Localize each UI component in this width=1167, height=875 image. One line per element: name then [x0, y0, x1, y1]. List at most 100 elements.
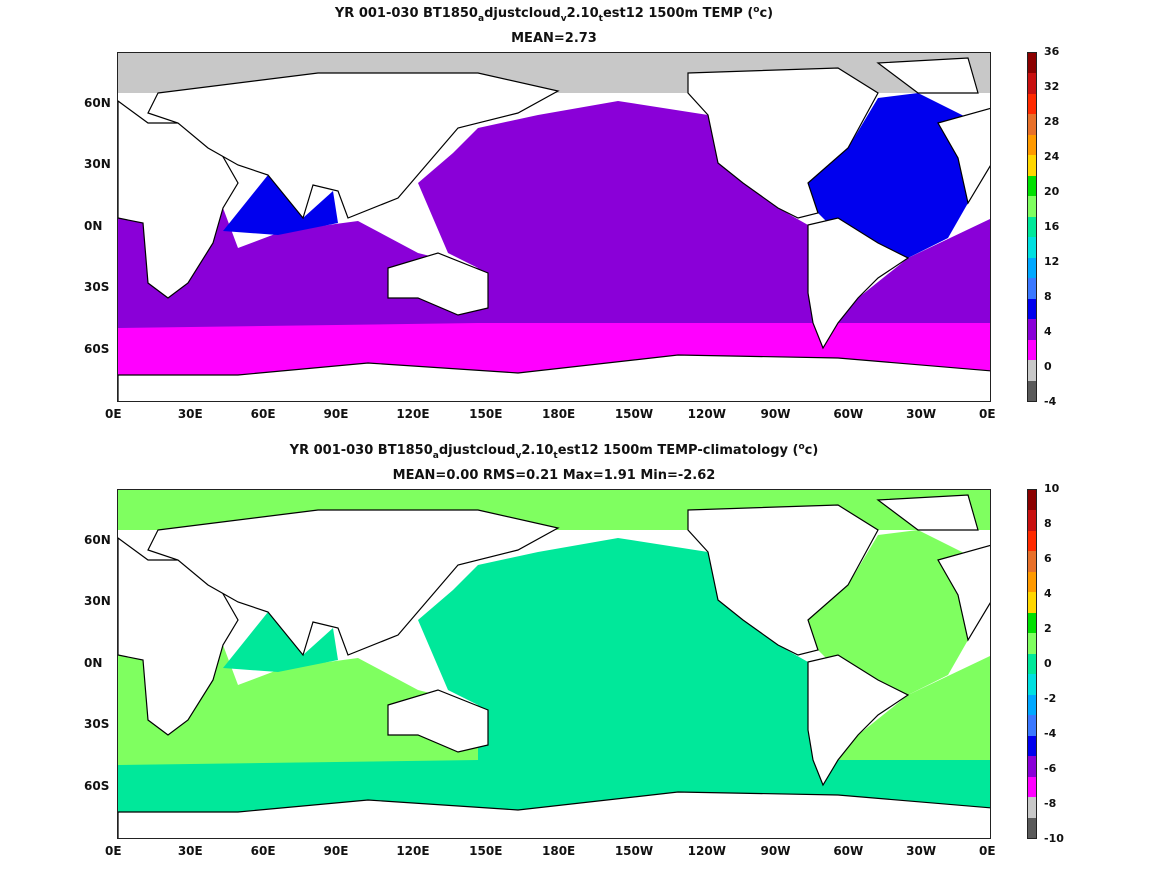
- x-tick-label: 150W: [614, 844, 654, 858]
- colorbar-segment: [1028, 817, 1036, 838]
- x-tick-label: 120W: [687, 407, 726, 421]
- australia: [387, 689, 489, 753]
- x-tick-label: 120E: [396, 407, 430, 421]
- colorbar-segment: [1028, 278, 1036, 299]
- antarctica: [118, 354, 990, 401]
- colorbar-segment: [1028, 175, 1036, 197]
- colorbar-tick-label: -4: [1044, 727, 1057, 740]
- x-tick-label: 30W: [906, 844, 937, 858]
- colorbar-tick-label: 4: [1044, 325, 1052, 338]
- panel-temp: YR 001-030 BT1850adjustcloudv2.10test12 …: [0, 0, 1167, 437]
- colorbar-tick-label: 28: [1044, 115, 1060, 128]
- greenland: [876, 494, 979, 531]
- antarctica: [118, 791, 990, 838]
- pacific-ocean: [418, 538, 828, 760]
- x-tick-label: 60E: [250, 844, 276, 858]
- colorbar-tick-label: 32: [1044, 80, 1060, 93]
- colorbar-segment: [1028, 612, 1036, 634]
- x-tick-label: 60E: [250, 407, 276, 421]
- y-tick-label: 60N: [84, 96, 111, 110]
- x-tick-label: 0E: [979, 407, 996, 421]
- colorbar-segment: [1028, 380, 1036, 401]
- panel-title: YR 001-030 BT1850adjustcloudv2.10test12 …: [289, 442, 819, 461]
- eurasia: [147, 72, 560, 220]
- panel-stats: MEAN=2.73: [511, 31, 597, 46]
- x-tick-label: 150W: [614, 407, 654, 421]
- colorbar-segment: [1028, 237, 1036, 258]
- y-tick-label: 60N: [84, 533, 111, 547]
- x-tick-label: 0E: [105, 407, 122, 421]
- colorbar-tick-label: 20: [1044, 185, 1060, 198]
- colorbar-segment: [1028, 339, 1036, 361]
- y-tick-label: 30S: [84, 717, 110, 731]
- x-tick-label: 90W: [760, 844, 791, 858]
- colorbar-tick-label: -4: [1044, 395, 1057, 408]
- colorbar-segment: [1028, 53, 1036, 74]
- colorbar-segment: [1028, 257, 1036, 279]
- colorbar-segment: [1028, 674, 1036, 695]
- colorbar-tick-label: -6: [1044, 762, 1057, 775]
- north-america: [687, 67, 879, 219]
- colorbar-tick-label: -2: [1044, 692, 1057, 705]
- panel-stats: MEAN=0.00 RMS=0.21 Max=1.91 Min=-2.62: [392, 468, 716, 483]
- colorbar-tick-label: 16: [1044, 220, 1060, 233]
- y-tick-label: 0N: [84, 656, 103, 670]
- colorbar-segment: [1028, 715, 1036, 736]
- colorbar-segment: [1028, 155, 1036, 176]
- x-tick-label: 180E: [542, 407, 576, 421]
- x-tick-label: 120W: [687, 844, 726, 858]
- x-tick-label: 60W: [833, 407, 864, 421]
- south-atlantic: [838, 218, 990, 323]
- colorbar-tick-label: -10: [1044, 832, 1064, 845]
- colorbar-segment: [1028, 694, 1036, 716]
- y-tick-label: 0N: [84, 219, 103, 233]
- colorbar-segment: [1028, 510, 1036, 531]
- colorbar-tick-label: 8: [1044, 517, 1052, 530]
- colorbar-segment: [1028, 551, 1036, 572]
- colorbar-tick-label: 8: [1044, 290, 1052, 303]
- colorbar-segment: [1028, 592, 1036, 613]
- colorbar-segment: [1028, 756, 1036, 777]
- colorbar-tick-label: 6: [1044, 552, 1052, 565]
- panel-title: YR 001-030 BT1850adjustcloudv2.10test12 …: [334, 5, 774, 24]
- colorbar-segment: [1028, 216, 1036, 238]
- west-europe: [937, 544, 990, 642]
- x-tick-label: 120E: [396, 844, 430, 858]
- colorbar-segment: [1028, 530, 1036, 552]
- y-tick-label: 30S: [84, 280, 110, 294]
- colorbar-segment: [1028, 633, 1036, 654]
- colorbar-tick-label: 36: [1044, 45, 1060, 58]
- north-america: [687, 504, 879, 656]
- y-tick-label: 30N: [84, 157, 111, 171]
- colorbar-segment: [1028, 134, 1036, 156]
- colorbar-tick-label: 24: [1044, 150, 1060, 163]
- colorbar: [1027, 489, 1037, 839]
- colorbar: [1027, 52, 1037, 402]
- colorbar-segment: [1028, 797, 1036, 818]
- colorbar-segment: [1028, 776, 1036, 798]
- colorbar-tick-label: 0: [1044, 360, 1052, 373]
- y-tick-label: 60S: [84, 342, 110, 356]
- x-tick-label: 180E: [542, 844, 576, 858]
- colorbar-tick-label: 12: [1044, 255, 1060, 268]
- colorbar-segment: [1028, 490, 1036, 511]
- map-svg: [118, 490, 990, 838]
- colorbar-segment: [1028, 319, 1036, 340]
- colorbar-tick-label: 0: [1044, 657, 1052, 670]
- colorbar-tick-label: 4: [1044, 587, 1052, 600]
- colorbar-segment: [1028, 114, 1036, 135]
- map-plot: [117, 489, 991, 839]
- y-tick-label: 60S: [84, 779, 110, 793]
- map-plot: [117, 52, 991, 402]
- eurasia: [147, 509, 560, 657]
- x-tick-label: 150E: [469, 844, 503, 858]
- colorbar-segment: [1028, 93, 1036, 115]
- x-tick-label: 30E: [177, 407, 203, 421]
- x-tick-label: 150E: [469, 407, 503, 421]
- west-europe: [937, 107, 990, 205]
- x-tick-label: 90W: [760, 407, 791, 421]
- australia: [387, 252, 489, 316]
- north-indian: [223, 175, 338, 235]
- north-indian: [223, 612, 338, 672]
- south-america: [807, 654, 910, 787]
